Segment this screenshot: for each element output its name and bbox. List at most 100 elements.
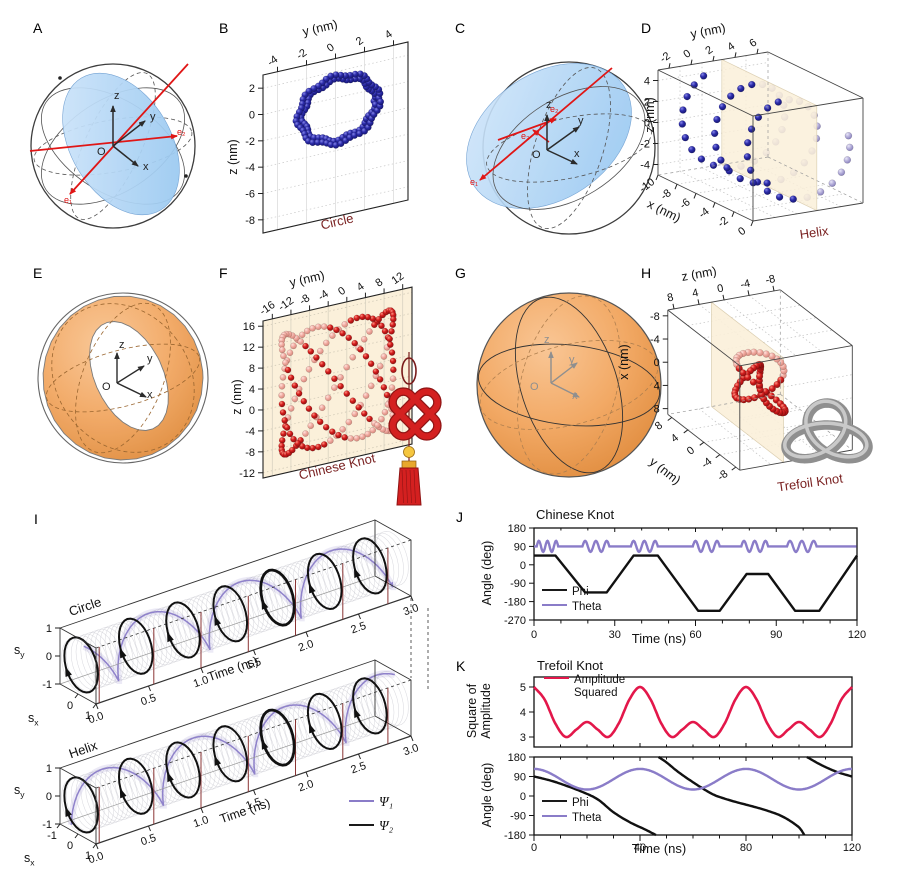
g-x-axis-label: x xyxy=(572,390,578,402)
svg-text:1: 1 xyxy=(85,850,91,862)
k-legend-phi: Phi xyxy=(542,797,589,809)
trefoil-knot-icon xyxy=(781,398,873,464)
svg-text:-4: -4 xyxy=(316,288,331,303)
svg-text:30: 30 xyxy=(609,629,621,641)
e-origin-label: O xyxy=(102,381,111,393)
svg-text:90: 90 xyxy=(514,541,526,553)
k-top-y-axis-title: Square of Amplitude xyxy=(465,683,493,739)
svg-text:-8: -8 xyxy=(297,292,312,307)
svg-text:180: 180 xyxy=(508,752,526,764)
svg-text:-2: -2 xyxy=(245,136,255,148)
svg-text:0: 0 xyxy=(46,651,52,663)
svg-text:-4: -4 xyxy=(697,205,712,220)
svg-text:4: 4 xyxy=(654,380,660,392)
svg-text:-4: -4 xyxy=(739,278,751,292)
svg-text:-2: -2 xyxy=(658,50,673,65)
svg-text:2: 2 xyxy=(249,83,255,95)
panel-letter-h: H xyxy=(641,265,652,281)
svg-text:-2: -2 xyxy=(716,215,731,230)
svg-text:0.0: 0.0 xyxy=(87,850,105,866)
svg-text:4: 4 xyxy=(383,28,395,41)
psi1-line-swatch xyxy=(349,799,374,802)
g-origin-label: O xyxy=(530,381,539,393)
svg-text:-1: -1 xyxy=(42,679,52,691)
chinese-knot-icon xyxy=(388,352,442,506)
panel-i-tubes: 0.00.51.01.52.02.53.010-1010.00.51.01.52… xyxy=(42,519,429,866)
e-x-axis-label: x xyxy=(147,389,153,401)
svg-text:-90: -90 xyxy=(510,578,526,590)
svg-text:0: 0 xyxy=(46,791,52,803)
svg-text:-4: -4 xyxy=(650,334,660,346)
amplitude-line-swatch xyxy=(544,676,569,679)
c-y-axis-label: y xyxy=(578,115,584,127)
svg-text:0: 0 xyxy=(716,282,724,295)
svg-text:-4: -4 xyxy=(245,162,255,174)
svg-text:0: 0 xyxy=(520,791,526,803)
h-x-axis-title: x (nm) xyxy=(617,344,631,380)
svg-text:12: 12 xyxy=(243,342,255,354)
svg-text:-8: -8 xyxy=(245,447,255,459)
svg-text:0: 0 xyxy=(681,47,693,60)
panel-letter-c: C xyxy=(455,20,466,36)
c-e2-label: e₂ xyxy=(550,104,559,114)
svg-text:4: 4 xyxy=(691,287,699,300)
i-sy-axis-title-bottom: sy xyxy=(14,783,25,800)
svg-text:2: 2 xyxy=(354,35,366,48)
svg-text:4: 4 xyxy=(355,281,367,294)
svg-text:-4: -4 xyxy=(265,54,280,69)
panel-letter-a: A xyxy=(33,20,43,36)
a-z-axis-label: z xyxy=(114,90,120,102)
panel-b-plot: -4 -2 0 2 4 2 0 -2 -4 -6 -8 xyxy=(245,28,409,234)
svg-text:-16: -16 xyxy=(258,299,278,318)
j-y-axis-title: Angle (deg) xyxy=(480,540,494,606)
svg-text:-2: -2 xyxy=(640,139,650,151)
svg-text:90: 90 xyxy=(770,629,782,641)
panel-letter-e: E xyxy=(33,265,43,281)
a-origin-label: O xyxy=(97,146,106,158)
svg-text:1.0: 1.0 xyxy=(192,814,210,830)
a-e2-label: e₂ xyxy=(177,127,186,137)
svg-text:4: 4 xyxy=(644,76,650,88)
g-z-axis-label: z xyxy=(544,334,550,346)
svg-text:-6: -6 xyxy=(245,189,255,201)
k-title: Trefoil Knot xyxy=(537,658,603,673)
c-e1-label: e₁ xyxy=(470,177,479,187)
svg-text:-8: -8 xyxy=(764,273,776,287)
svg-text:1.5: 1.5 xyxy=(244,656,262,672)
svg-text:-8: -8 xyxy=(245,215,255,227)
svg-text:80: 80 xyxy=(740,842,752,854)
j-legend-phi: Phi xyxy=(542,586,589,598)
svg-text:12: 12 xyxy=(390,270,407,287)
panel-k-chart: 3 4 5 180 90 0 -90 -180 0 40 80 120 xyxy=(504,676,861,854)
svg-text:-4: -4 xyxy=(699,456,714,471)
e-z-axis-label: z xyxy=(119,339,125,351)
i-sx-axis-title-bottom: sx xyxy=(24,851,35,868)
svg-text:0: 0 xyxy=(67,700,73,712)
svg-text:4: 4 xyxy=(249,384,255,396)
svg-text:-180: -180 xyxy=(504,830,526,842)
svg-text:-1: -1 xyxy=(47,830,57,842)
svg-text:-2: -2 xyxy=(294,47,309,62)
svg-text:-8: -8 xyxy=(715,468,730,483)
i-sx-axis-title-top: sx xyxy=(28,711,39,728)
svg-text:8: 8 xyxy=(373,276,385,289)
svg-text:0: 0 xyxy=(67,840,73,852)
j-title: Chinese Knot xyxy=(536,507,615,522)
panel-c-sphere xyxy=(466,61,656,235)
svg-text:2.5: 2.5 xyxy=(349,760,367,776)
svg-text:-8: -8 xyxy=(650,311,660,323)
svg-text:3: 3 xyxy=(520,732,526,744)
svg-text:1: 1 xyxy=(85,710,91,722)
panel-letter-b: B xyxy=(219,20,229,36)
svg-text:-8: -8 xyxy=(659,187,674,202)
svg-text:2.0: 2.0 xyxy=(297,638,315,654)
panel-j-chart: 180 90 0 -90 -180 -270 0 30 60 90 120 xyxy=(504,523,866,641)
svg-text:-12: -12 xyxy=(239,468,255,480)
svg-text:1: 1 xyxy=(46,623,52,635)
c-origin-label: O xyxy=(532,149,541,161)
a-e1-label: e₁ xyxy=(64,195,73,205)
theta-line-swatch xyxy=(542,603,567,606)
phi-line-swatch xyxy=(542,588,567,591)
svg-text:-4: -4 xyxy=(640,160,650,172)
